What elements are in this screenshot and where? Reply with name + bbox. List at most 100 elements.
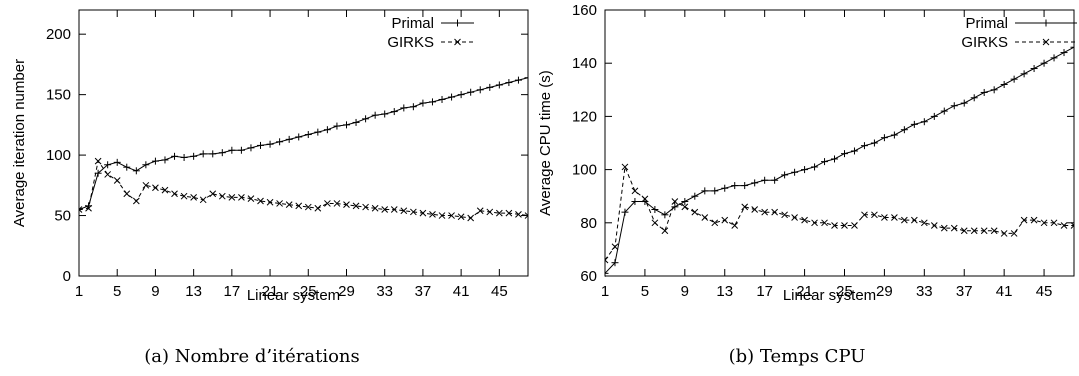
data-point xyxy=(940,107,948,115)
data-point xyxy=(920,118,928,126)
data-point xyxy=(1040,219,1048,227)
x-tick-label: 9 xyxy=(151,283,159,300)
x-tick-label: 1 xyxy=(601,283,609,300)
data-point xyxy=(237,146,245,154)
data-point xyxy=(304,131,312,139)
data-point xyxy=(171,152,179,160)
data-point xyxy=(228,146,236,154)
data-point xyxy=(831,222,838,229)
legend-marker xyxy=(454,38,461,46)
data-point xyxy=(871,211,878,219)
data-point xyxy=(257,197,264,205)
data-point xyxy=(891,214,898,221)
data-point xyxy=(851,222,858,229)
x-tick-label: 41 xyxy=(996,283,1013,300)
data-point xyxy=(209,150,217,158)
data-point xyxy=(980,227,988,235)
data-point xyxy=(940,224,948,232)
data-point xyxy=(1040,59,1048,67)
data-point xyxy=(850,147,858,155)
data-point xyxy=(821,219,828,227)
data-point xyxy=(841,222,848,229)
data-point xyxy=(1010,230,1018,237)
x-tick-label: 29 xyxy=(338,283,355,300)
data-point xyxy=(113,158,121,166)
data-point xyxy=(238,194,245,201)
legend-marker xyxy=(1042,38,1050,46)
data-point xyxy=(180,154,188,162)
data-point xyxy=(711,219,719,227)
data-point xyxy=(791,168,799,176)
data-point xyxy=(870,139,878,147)
y-tick-label: 60 xyxy=(580,268,597,285)
data-point xyxy=(180,192,188,200)
data-point xyxy=(457,91,465,99)
data-point xyxy=(741,182,749,190)
x-tick-label: 21 xyxy=(796,283,813,300)
data-point xyxy=(631,198,639,206)
data-point xyxy=(161,156,169,164)
data-point xyxy=(266,198,274,206)
data-point xyxy=(681,203,689,211)
data-point xyxy=(671,198,679,205)
data-point xyxy=(94,157,102,165)
data-point xyxy=(371,204,379,212)
data-point xyxy=(390,206,398,213)
data-point xyxy=(901,216,908,224)
data-point xyxy=(721,184,729,192)
data-point xyxy=(85,204,92,212)
data-point xyxy=(960,99,968,107)
data-point xyxy=(314,128,322,136)
data-point xyxy=(218,149,226,157)
data-point xyxy=(960,227,968,235)
caption-a: (a) Nombre d’itérations xyxy=(144,346,360,367)
x-tick-label: 9 xyxy=(681,283,689,300)
data-point xyxy=(1030,216,1038,224)
data-point xyxy=(524,212,528,219)
data-point xyxy=(495,209,503,217)
data-point xyxy=(524,74,528,82)
data-point xyxy=(362,203,369,211)
data-point xyxy=(721,216,729,224)
data-point xyxy=(1030,65,1038,73)
data-point xyxy=(400,104,408,112)
x-tick-label: 41 xyxy=(453,283,470,300)
data-point xyxy=(190,152,198,160)
data-point xyxy=(409,103,417,111)
data-point xyxy=(428,98,436,106)
data-point xyxy=(142,161,150,169)
x-tick-label: 33 xyxy=(916,283,933,300)
data-point xyxy=(1070,222,1074,229)
legend-marker xyxy=(454,19,461,27)
data-point xyxy=(731,222,739,229)
data-point xyxy=(1000,230,1008,237)
data-point xyxy=(132,197,140,205)
x-tick-label: 37 xyxy=(415,283,432,300)
data-point xyxy=(381,110,389,118)
x-axis-label: Linear system xyxy=(247,287,340,304)
data-point xyxy=(304,203,312,211)
y-tick-label: 80 xyxy=(580,215,597,232)
x-tick-label: 5 xyxy=(113,283,121,300)
data-point xyxy=(1020,70,1028,78)
data-point xyxy=(495,81,503,89)
data-point xyxy=(771,208,778,216)
data-point xyxy=(605,256,609,264)
series-girks xyxy=(79,157,528,222)
data-point xyxy=(123,163,131,171)
data-point xyxy=(400,207,408,215)
data-point xyxy=(781,211,788,219)
data-point xyxy=(314,204,322,212)
x-tick-label: 25 xyxy=(300,283,317,300)
y-tick-label: 100 xyxy=(46,147,71,164)
data-point xyxy=(333,122,341,130)
data-point xyxy=(990,86,998,94)
data-point xyxy=(342,121,350,129)
x-tick-label: 13 xyxy=(185,283,202,300)
data-point xyxy=(771,176,779,184)
data-point xyxy=(861,211,868,219)
data-point xyxy=(661,227,669,235)
data-point xyxy=(605,269,609,277)
data-point xyxy=(276,200,283,207)
data-point xyxy=(1070,43,1074,51)
